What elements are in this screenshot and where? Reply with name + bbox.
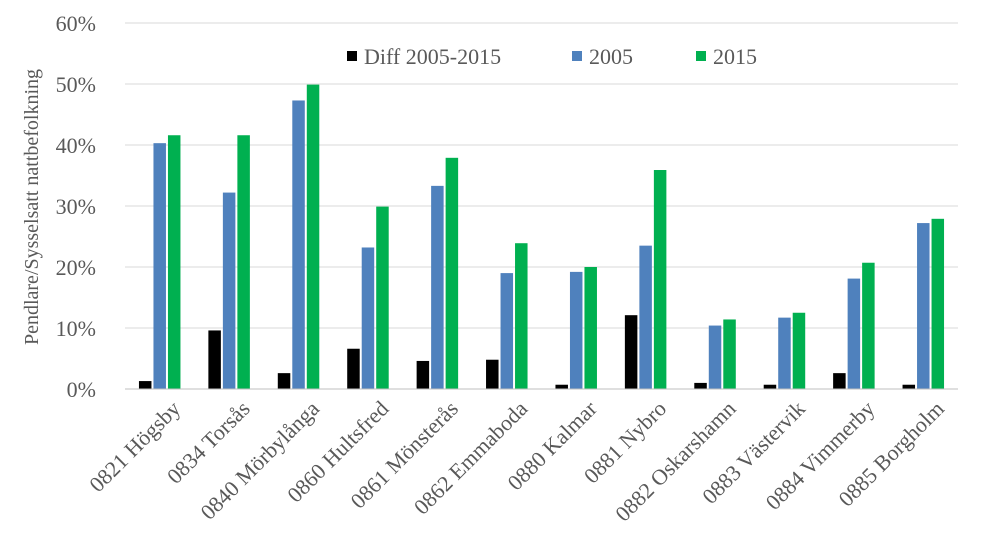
bar-2005 — [292, 100, 305, 389]
bar-diff-2005-2015 — [347, 348, 360, 389]
bar-2005 — [500, 273, 514, 389]
legend-swatch — [696, 51, 706, 61]
bar-2015 — [584, 267, 597, 389]
bar-2015 — [792, 312, 806, 389]
bar-2015 — [515, 243, 528, 389]
y-axis-ticks: 0% 10% 20% 30% 40% 50% 60% — [56, 11, 96, 402]
bar-2005 — [153, 143, 166, 389]
gridlines — [125, 22, 958, 329]
y-tick-label: 0% — [67, 377, 96, 402]
bar-diff-2005-2015 — [138, 381, 152, 389]
bar-2005 — [708, 325, 722, 389]
bar-2005 — [639, 245, 652, 389]
bar-diff-2005-2015 — [833, 373, 846, 389]
bar-diff-2005-2015 — [694, 382, 707, 389]
bar-2015 — [445, 157, 459, 389]
bar-2005 — [917, 223, 930, 389]
y-tick-label: 50% — [56, 72, 96, 97]
bar-2015 — [376, 206, 389, 389]
bar-diff-2005-2015 — [486, 359, 499, 389]
bar-2015 — [306, 84, 320, 390]
category-label: 0882 Oskarshamn — [610, 396, 740, 526]
legend: Diff 2005-2015 2005 2015 — [347, 44, 757, 69]
bar-2005 — [431, 185, 444, 389]
bar-2005 — [778, 317, 791, 389]
bar-2015 — [723, 319, 736, 389]
legend-swatch — [572, 51, 582, 61]
bar-2015 — [237, 135, 250, 389]
category-label: 0840 Mörbylånga — [195, 396, 324, 525]
bar-2015 — [931, 218, 945, 389]
bar-diff-2005-2015 — [624, 315, 638, 389]
y-tick-label: 30% — [56, 194, 96, 219]
y-tick-label: 40% — [56, 133, 96, 158]
y-tick-label: 10% — [56, 316, 96, 341]
bar-2005 — [222, 192, 236, 389]
bar-2005 — [361, 247, 375, 389]
bar-diff-2005-2015 — [208, 330, 221, 389]
y-tick-label: 60% — [56, 11, 96, 36]
legend-label: 2015 — [713, 44, 757, 69]
category-label: 0821 Högsby — [84, 396, 185, 497]
y-axis-label: Pendlare/Sysselsatt nattbefolkning — [21, 69, 43, 345]
bar-diff-2005-2015 — [416, 360, 430, 389]
bar-2005 — [569, 271, 583, 389]
bar-diff-2005-2015 — [902, 384, 916, 389]
bars — [138, 84, 945, 390]
bar-2015 — [862, 262, 875, 389]
y-tick-label: 20% — [56, 255, 96, 280]
bar-diff-2005-2015 — [277, 373, 291, 389]
bar-2015 — [653, 170, 667, 389]
bar-diff-2005-2015 — [763, 384, 777, 389]
legend-swatch — [347, 51, 357, 61]
legend-label: 2005 — [589, 44, 633, 69]
bar-2015 — [167, 135, 181, 389]
bar-2005 — [847, 278, 861, 389]
legend-label: Diff 2005-2015 — [364, 44, 501, 69]
bar-diff-2005-2015 — [555, 384, 568, 389]
